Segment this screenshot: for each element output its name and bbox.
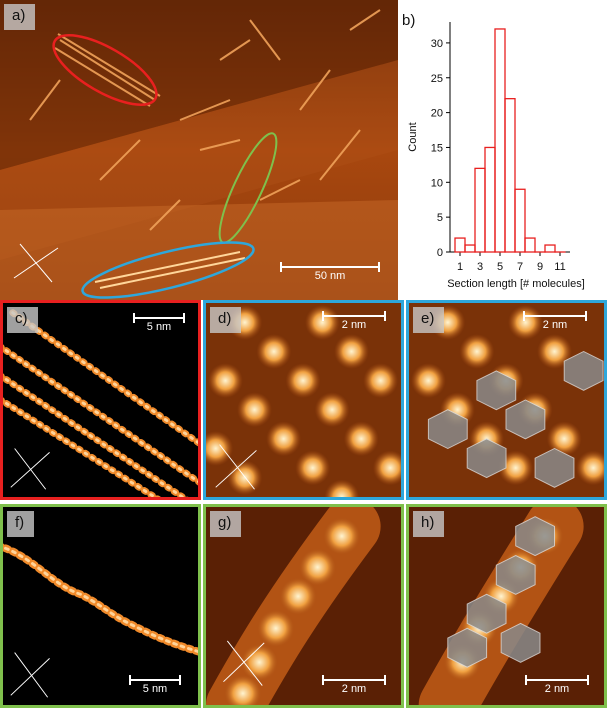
x-tick-label: 1	[457, 261, 463, 273]
histogram-bar	[544, 244, 556, 253]
scale-label-e: 2 nm	[542, 319, 568, 331]
stm-image-g	[206, 507, 401, 705]
y-axis-label: Count	[407, 122, 419, 151]
x-tick-label: 9	[537, 261, 543, 273]
panel-h: h) 2 nm	[406, 504, 607, 708]
scale-label-g: 2 nm	[341, 683, 367, 695]
scale-bar-f: 5 nm	[129, 675, 181, 695]
scale-bar-h: 2 nm	[525, 675, 589, 695]
scale-bar-c: 5 nm	[133, 313, 185, 333]
panel-c-label: c)	[7, 307, 38, 333]
panel-e: e) 2 nm	[406, 300, 607, 500]
histogram-bar	[454, 237, 466, 253]
y-tick-label: 10	[431, 177, 443, 189]
panel-a: a) 50 nm	[0, 0, 398, 300]
stm-image-d	[206, 303, 401, 497]
stm-image-a	[0, 0, 398, 300]
scale-bar-e: 2 nm	[523, 311, 587, 331]
scale-bar-d: 2 nm	[322, 311, 386, 331]
y-tick-label: 15	[431, 142, 443, 154]
histogram-bar	[494, 28, 506, 253]
panel-b-label: b)	[402, 12, 416, 29]
x-tick-label: 7	[517, 261, 523, 273]
x-tick-label: 3	[477, 261, 483, 273]
stm-image-h	[409, 507, 604, 705]
panel-d: d) 2 nm	[203, 300, 404, 500]
x-axis-label: Section length [# molecules]	[447, 278, 585, 290]
stm-image-c	[3, 303, 198, 497]
scale-label-a: 50 nm	[314, 270, 346, 282]
histogram-bar	[524, 237, 536, 253]
panel-f-label: f)	[7, 511, 35, 537]
scale-label-f: 5 nm	[142, 683, 168, 695]
panel-d-label: d)	[210, 307, 242, 333]
histogram-bar	[474, 167, 486, 253]
panel-c: c) 5 nm	[0, 300, 201, 500]
y-tick-label: 30	[431, 38, 443, 50]
panel-h-label: h)	[413, 511, 445, 537]
x-tick-label: 11	[554, 261, 565, 273]
y-tick-label: 5	[437, 212, 443, 224]
histogram-bar	[484, 146, 496, 253]
scale-label-h: 2 nm	[544, 683, 570, 695]
scale-bar-g: 2 nm	[322, 675, 386, 695]
panel-g: g) 2 nm	[203, 504, 404, 708]
panel-g-label: g)	[210, 511, 242, 537]
x-tick-label: 5	[497, 261, 503, 273]
panel-a-label: a)	[4, 4, 36, 30]
stm-image-e	[409, 303, 604, 497]
stm-image-f	[3, 507, 198, 705]
histogram-bar	[504, 98, 516, 253]
scale-bar-a: 50 nm	[280, 262, 380, 282]
scale-label-c: 5 nm	[146, 321, 172, 333]
histogram-chart: 0 5 10 15 20 25 30 1 3 5 7 9 11 Section length [# mol…	[407, 22, 585, 290]
y-tick-label: 0	[437, 247, 443, 259]
scale-label-d: 2 nm	[341, 319, 367, 331]
panel-e-label: e)	[413, 307, 445, 333]
histogram-bar	[464, 244, 476, 253]
y-tick-label: 25	[431, 73, 443, 85]
panel-f: f) 5 nm	[0, 504, 201, 708]
y-tick-label: 20	[431, 108, 443, 120]
histogram-bar	[514, 188, 526, 253]
panel-b: 0 5 10 15 20 25 30 1 3 5 7 9 11 Section length [# mol…	[398, 0, 607, 300]
